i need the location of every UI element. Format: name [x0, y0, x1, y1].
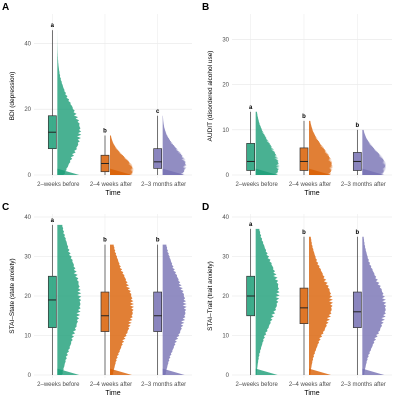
significance-letter: c	[156, 109, 160, 115]
density-tail	[309, 168, 331, 175]
panel-label: B	[202, 2, 209, 13]
y-tick-label: 30	[222, 38, 229, 44]
significance-letter: b	[355, 230, 359, 236]
panel-d: D 0 10 20 30 40 STAI–Trait (trait anxiety) 2–we…	[202, 202, 392, 397]
x-tick-label: 2–4 weeks after	[90, 382, 132, 388]
significance-letter: a	[249, 105, 253, 111]
panel-label: A	[2, 2, 9, 13]
x-tick-label: 2–weeks before	[37, 382, 80, 388]
significance-letter: b	[355, 123, 359, 129]
y-tick-label: 10	[222, 128, 229, 134]
significance-letter: a	[51, 23, 55, 29]
y-tick-label: 20	[24, 107, 31, 113]
y-tick-label: 0	[28, 173, 32, 179]
y-tick-label: 10	[24, 334, 31, 340]
density-tail	[57, 368, 80, 375]
y-tick-label: 40	[24, 41, 31, 47]
box	[299, 287, 309, 325]
y-tick-label: 20	[222, 83, 229, 89]
density-cloud	[255, 111, 280, 175]
panel-label: C	[2, 202, 9, 213]
y-tick-label: 30	[24, 255, 31, 261]
y-tick-label: 30	[222, 255, 229, 261]
x-tick-label: 2–weeks before	[235, 382, 278, 388]
box	[47, 275, 57, 328]
density-tail	[110, 368, 132, 375]
density-tail	[362, 168, 385, 175]
density-cloud	[57, 224, 82, 375]
density-cloud	[309, 236, 333, 375]
y-tick-label: 0	[28, 373, 32, 379]
density-cloud	[57, 30, 82, 175]
density-cloud	[110, 244, 134, 375]
x-tick-label: 2–4 weeks after	[90, 182, 132, 188]
density-tail	[162, 168, 185, 175]
density-tail	[255, 168, 278, 175]
y-tick-label: 20	[222, 294, 229, 300]
y-tick-label: 40	[222, 215, 229, 221]
x-tick-label: 2–3 months after	[141, 382, 186, 388]
y-tick-label: 0	[226, 373, 230, 379]
density-cloud	[162, 244, 187, 375]
x-axis-label: Time	[105, 190, 120, 197]
significance-letter: b	[103, 238, 107, 244]
density-cloud	[362, 129, 387, 175]
x-tick-label: 2–3 months after	[341, 182, 386, 188]
density-tail	[309, 368, 331, 375]
box	[246, 143, 256, 171]
x-tick-label: 2–3 months after	[141, 182, 186, 188]
x-tick-label: 2–3 months after	[341, 382, 386, 388]
y-tick-label: 10	[222, 334, 229, 340]
x-tick-label: 2–4 weeks after	[289, 382, 331, 388]
y-tick-label: 0	[226, 173, 230, 179]
panel-c: C 0 10 20 30 40 STAI–State (state anxiety) 2–we…	[2, 202, 192, 397]
panel-b: B 0 10 20 30 AUDIT (disordered alcohol use) 2–…	[202, 2, 392, 197]
density-cloud	[162, 115, 187, 175]
density-tail	[362, 368, 385, 375]
box	[299, 147, 309, 171]
significance-letter: b	[156, 238, 160, 244]
density-tail	[255, 368, 278, 375]
box	[100, 291, 110, 332]
box	[153, 291, 163, 332]
significance-letter: b	[103, 129, 107, 135]
box	[153, 148, 163, 169]
density-cloud	[110, 135, 134, 175]
density-tail	[110, 168, 132, 175]
x-tick-label: 2–weeks before	[235, 182, 278, 188]
density-tail	[162, 368, 185, 375]
panel-a: A 0 20 40 BDI (depression) 2–weeks before 2–4 …	[2, 2, 192, 197]
x-axis-label: Time	[105, 390, 120, 397]
density-cloud	[362, 236, 387, 375]
box	[352, 291, 362, 328]
x-axis-label: Time	[304, 390, 319, 397]
y-axis-label: AUDIT (disordered alcohol use)	[207, 51, 214, 142]
y-axis-label: STAI–State (state anxiety)	[9, 258, 16, 333]
density-cloud	[255, 228, 280, 375]
x-tick-label: 2–4 weeks after	[289, 182, 331, 188]
y-axis-label: STAI–Trait (trait anxiety)	[207, 261, 214, 331]
panel-label: D	[202, 202, 209, 213]
significance-letter: b	[302, 230, 306, 236]
density-tail	[57, 168, 80, 175]
significance-letter: a	[249, 222, 253, 228]
y-tick-label: 20	[24, 294, 31, 300]
x-axis-label: Time	[304, 190, 319, 197]
significance-letter: b	[302, 114, 306, 120]
y-tick-label: 40	[24, 215, 31, 221]
x-tick-label: 2–weeks before	[37, 182, 80, 188]
density-cloud	[309, 120, 333, 175]
y-axis-label: BDI (depression)	[9, 72, 16, 121]
significance-letter: a	[51, 218, 55, 224]
